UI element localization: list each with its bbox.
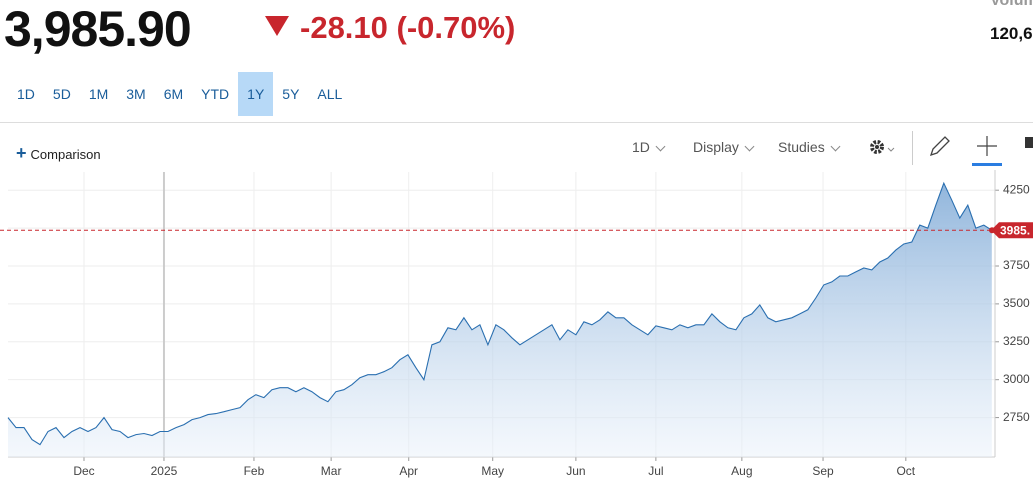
y-tick-label: 3500 (1003, 296, 1030, 310)
comparison-label: Comparison (30, 147, 101, 162)
range-button[interactable]: 1M (88, 86, 109, 102)
last-price-tag (991, 222, 1033, 239)
x-tick-label: Aug (731, 464, 752, 478)
range-button[interactable]: 6M (163, 86, 184, 102)
range-button[interactable]: YTD (201, 86, 230, 102)
area (8, 183, 992, 457)
y-tick-label: 3000 (1003, 372, 1030, 386)
x-tick-label: Mar (321, 464, 342, 478)
volume-label: Volume (990, 0, 1033, 9)
down-arrow (265, 16, 289, 36)
range-button[interactable]: 1D (17, 86, 35, 102)
settings-button[interactable] (866, 135, 900, 159)
range-button[interactable]: 3M (126, 86, 146, 102)
x-tick-label: Feb (244, 464, 265, 478)
x-tick-label: May (481, 464, 504, 478)
comparison-button[interactable]: + Comparison (16, 143, 101, 163)
range-button[interactable]: 1Y (238, 72, 274, 116)
x-tick-label: Apr (399, 464, 418, 478)
x-tick-label: Jul (648, 464, 663, 478)
interval-dropdown[interactable]: 1D (632, 139, 664, 155)
menu-button[interactable] (1022, 137, 1033, 153)
crosshair-button[interactable] (972, 133, 1002, 167)
y-tick-label: 2750 (1003, 410, 1030, 424)
y-tick-label: 3250 (1003, 334, 1030, 348)
range-button[interactable]: ALL (317, 86, 343, 102)
x-tick-label: 2025 (151, 464, 178, 478)
studies-dropdown[interactable]: Studies (778, 139, 839, 155)
x-tick-label: Dec (73, 464, 94, 478)
display-dropdown[interactable]: Display (693, 139, 753, 155)
draw-button[interactable] (928, 135, 952, 159)
x-tick-label: Oct (896, 464, 915, 478)
range-selector: 1D 5D 1M 3M 6M YTD 1Y 5Y ALL (8, 72, 351, 116)
price-line (7, 181, 993, 446)
price-change: -28.10 (-0.70%) (300, 10, 516, 45)
x-tick-label: Jun (566, 464, 585, 478)
last-price: 3,985.90 (4, 1, 192, 57)
divider (912, 131, 913, 165)
volume-value: 120,6 (990, 24, 1033, 43)
y-tick-label: 3750 (1003, 258, 1030, 272)
x-tick-label: Sep (812, 464, 834, 478)
last-price-label: 3985. (1000, 223, 1030, 237)
range-button[interactable]: 5Y (282, 86, 300, 102)
range-button[interactable]: 5D (52, 86, 71, 102)
toolbar: + Comparison 1D Display Studies (0, 122, 1033, 169)
y-tick-label: 4250 (1003, 182, 1030, 196)
last-price-dot (989, 227, 995, 234)
